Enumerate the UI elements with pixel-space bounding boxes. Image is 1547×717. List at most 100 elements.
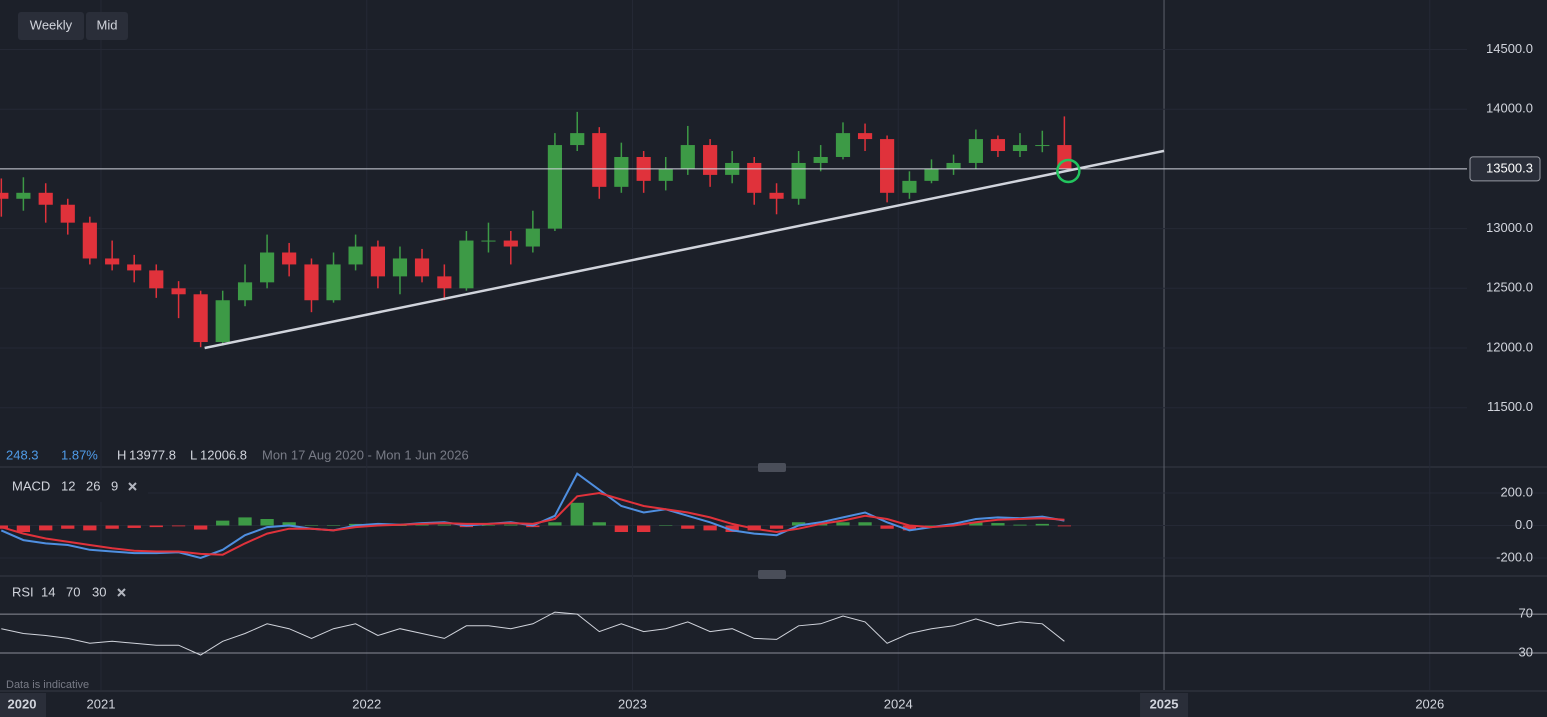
- y-tick-label: 200.0: [1500, 484, 1533, 499]
- x-tick-label: 2022: [352, 696, 381, 711]
- interval-button[interactable]: [18, 12, 84, 40]
- candle-body: [680, 145, 695, 169]
- candle-body: [237, 282, 253, 301]
- histogram-bar: [194, 525, 208, 530]
- footer: Data is indicative: [6, 679, 89, 691]
- histogram-bar: [1035, 523, 1049, 526]
- candle-body: [592, 133, 607, 187]
- y-tick-label: 11500.0: [1487, 399, 1533, 414]
- histogram-bar: [304, 525, 319, 527]
- y-tick-label: 14000.0: [1486, 101, 1533, 116]
- candle-body: [924, 168, 939, 181]
- histogram-bar: [216, 520, 230, 526]
- candle-body: [326, 264, 341, 301]
- histogram-bar: [481, 525, 496, 527]
- histogram-bar: [171, 525, 186, 527]
- close-icon[interactable]: [117, 588, 126, 597]
- candle-body: [857, 133, 873, 140]
- candle-body: [82, 222, 97, 259]
- candle-body: [614, 156, 629, 187]
- candle-body: [946, 162, 961, 169]
- histogram-bar: [83, 525, 97, 531]
- histogram-bar: [991, 523, 1005, 526]
- candle-body: [437, 276, 452, 289]
- resize-handle[interactable]: [758, 570, 786, 579]
- candle-body: [348, 246, 363, 265]
- macd-line: [1, 491, 1065, 556]
- rsi-param: 30: [92, 584, 106, 599]
- histogram-bar: [637, 525, 651, 532]
- candle-body: [304, 264, 319, 301]
- last-price-label: 13500.3: [1486, 160, 1533, 175]
- candle-body: [193, 294, 208, 343]
- price-type-label[interactable]: Mid: [97, 17, 118, 32]
- histogram-bar: [282, 522, 296, 526]
- candle-body: [171, 288, 186, 295]
- y-tick-label: 14500.0: [1486, 41, 1533, 56]
- candle-body: [813, 156, 828, 163]
- candle-body: [525, 228, 540, 247]
- candle-body: [127, 264, 142, 271]
- candle-body: [658, 168, 673, 181]
- macd-param: 9: [111, 478, 118, 493]
- histogram-bar: [437, 524, 451, 526]
- candle-body: [570, 133, 585, 146]
- candle-body: [1035, 145, 1050, 147]
- histogram-bar: [725, 525, 739, 532]
- crosshair-label-box: [1140, 693, 1189, 717]
- histogram-bar: [902, 525, 917, 531]
- candle-body: [481, 240, 496, 242]
- candle-body: [503, 240, 518, 247]
- histogram-bar: [924, 525, 939, 527]
- change: 248.3: [6, 447, 39, 462]
- candle-body: [392, 258, 408, 277]
- histogram-bar: [326, 525, 341, 527]
- close-icon[interactable]: [128, 482, 137, 491]
- candle-body: [282, 252, 297, 265]
- macd-title: MACD: [12, 478, 50, 493]
- y-tick-label: -200.0: [1496, 549, 1533, 564]
- histogram-bar: [61, 525, 75, 529]
- candle-body: [370, 246, 385, 277]
- candle-body: [60, 204, 75, 223]
- candle-body: [791, 162, 806, 199]
- price-type-button[interactable]: [86, 12, 128, 40]
- histogram-bar: [393, 525, 407, 527]
- trendline: [204, 149, 1165, 350]
- candle-body: [149, 270, 164, 289]
- candle-body: [16, 192, 31, 199]
- macd-param: 12: [61, 478, 75, 493]
- candle-body: [260, 252, 275, 283]
- toolbar: Weekly Mid: [18, 12, 128, 40]
- date-range: Mon 17 Aug 2020 - Mon 1 Jun 2026: [262, 447, 469, 462]
- histogram-bar: [238, 517, 252, 526]
- histogram-bar: [703, 525, 717, 531]
- candle-body: [0, 192, 9, 199]
- macd-param: 26: [86, 478, 100, 493]
- interval-label[interactable]: Weekly: [30, 17, 73, 32]
- histogram-bar: [548, 522, 562, 526]
- rsi-param: 14: [41, 584, 55, 599]
- histogram-bar: [592, 522, 606, 526]
- y-tick-label: 70: [1519, 606, 1533, 621]
- histogram-bar: [969, 522, 983, 526]
- y-tick-label: 0.0: [1515, 517, 1533, 532]
- histogram-bar: [659, 525, 673, 527]
- macd-header: [0, 480, 148, 502]
- y-tick-label: 12500.0: [1486, 280, 1533, 295]
- x-tick-label: 2021: [87, 696, 116, 711]
- histogram-bar: [769, 525, 784, 529]
- low-label: L: [190, 447, 197, 462]
- histogram-bar: [791, 522, 806, 526]
- histogram-bar: [1057, 525, 1072, 527]
- change-pct: 1.87%: [61, 447, 98, 462]
- high-label: H: [117, 447, 126, 462]
- candle-body: [1012, 145, 1028, 152]
- candle-body: [835, 133, 851, 157]
- candle-body: [990, 139, 1006, 152]
- histogram-bar: [149, 525, 163, 528]
- resize-handle[interactable]: [758, 463, 786, 472]
